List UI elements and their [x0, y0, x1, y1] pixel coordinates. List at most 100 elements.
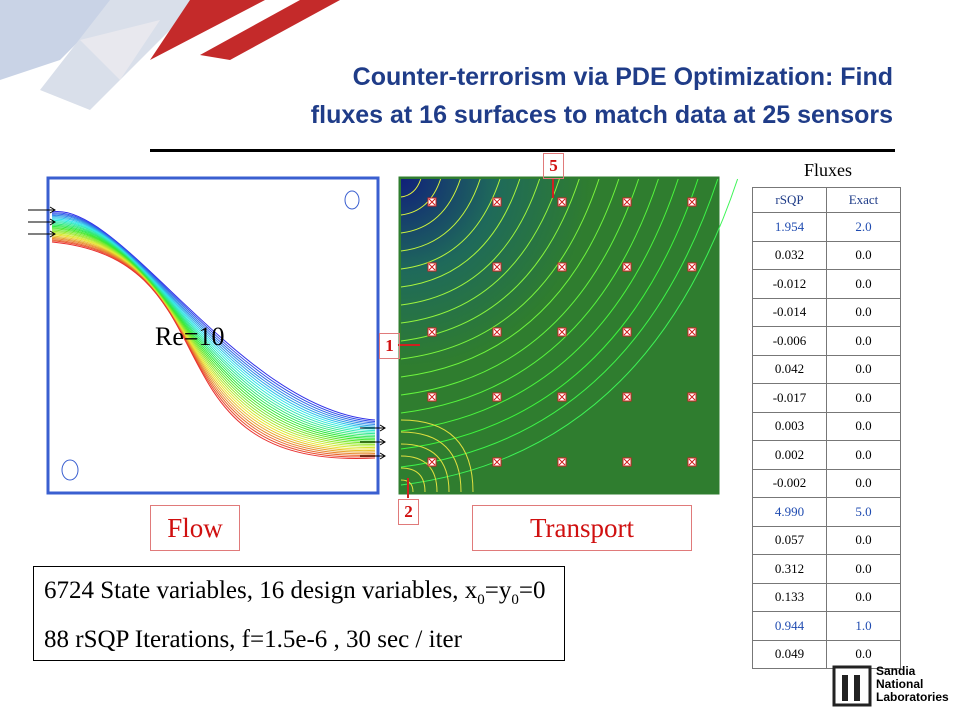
streamline: [51, 229, 376, 444]
flux-table: rSQP Exact 1.954 2.0 0.032 0.0 -0.012 0.0 -0.01…: [752, 187, 901, 669]
table-cell: 0.133: [752, 582, 827, 612]
outflow-arrow: [360, 424, 386, 432]
table-row: 0.944 1.0: [752, 611, 901, 641]
sensor-x: [428, 263, 436, 271]
contour: [400, 178, 461, 234]
contour: [400, 431, 462, 493]
streamline: [51, 221, 376, 433]
streamline: [51, 225, 376, 439]
table-cell: 0.944: [752, 611, 827, 641]
sensor-x: [428, 198, 436, 206]
surface-marker: 2: [398, 499, 419, 525]
inflow-arrow: [28, 206, 56, 214]
contour: [400, 178, 560, 324]
table-cell: 0.042: [752, 354, 827, 384]
contour: [400, 443, 450, 493]
table-title: Fluxes: [804, 160, 853, 180]
outflow-arrow: [360, 452, 386, 460]
table-row: 0.057 0.0: [752, 525, 901, 555]
streamline: [51, 241, 376, 459]
table-cell: 5.0: [826, 497, 901, 527]
streamline: [51, 228, 376, 442]
streamline: [51, 212, 376, 423]
table-cell: -0.017: [752, 383, 827, 413]
table-row: 0.042 0.0: [752, 354, 901, 384]
rule: [150, 149, 895, 152]
streamline: [51, 239, 376, 456]
streamline: [51, 224, 376, 438]
contour: [400, 178, 739, 486]
streamline: [51, 222, 376, 435]
subscript: 0: [511, 592, 519, 608]
table-cell: 0.0: [826, 468, 901, 498]
table-cell: -0.002: [752, 468, 827, 498]
sensor-x: [493, 198, 501, 206]
table-row: 0.003 0.0: [752, 411, 901, 441]
summary: 6724 State variables, 16 design variable…: [33, 566, 565, 661]
logo: Sandia National Laboratories: [832, 663, 950, 708]
banner: [0, 0, 340, 110]
streamline: [51, 240, 376, 458]
table-cell: 0.032: [752, 240, 827, 270]
contour: [400, 467, 426, 493]
streamline: [51, 235, 376, 451]
streamline: [51, 236, 376, 453]
streamline: [51, 231, 376, 447]
inflow-arrow: [28, 230, 56, 238]
sensor-x: [558, 198, 566, 206]
subscript: 0: [477, 592, 485, 608]
table-cell: 0.0: [826, 297, 901, 327]
table-row: 0.133 0.0: [752, 582, 901, 612]
sensor-x: [623, 328, 631, 336]
surface-marker: 1: [379, 333, 400, 359]
text: 6724 State variables, 16 design variable…: [44, 577, 478, 604]
table-cell: 0.0: [826, 269, 901, 299]
sensor-x: [558, 458, 566, 466]
flow-caption: Flow: [150, 505, 240, 551]
table-row: -0.002 0.0: [752, 468, 901, 498]
transport-plot: [398, 176, 739, 498]
sensor-x: [493, 263, 501, 271]
flow-plot: [28, 176, 386, 495]
table-row: 1.954 2.0: [752, 212, 901, 242]
sensor-x: [493, 393, 501, 401]
contour: [400, 178, 541, 306]
logo-text: Laboratories: [876, 690, 949, 704]
table-cell: 1.0: [826, 611, 901, 641]
sensor-x: [428, 328, 436, 336]
table-cell: 0.0: [826, 582, 901, 612]
sensor-x: [688, 328, 696, 336]
text: =y: [484, 577, 512, 604]
reynolds-label: Re=10: [155, 322, 225, 351]
table-cell: 0.0: [826, 383, 901, 413]
streamline: [51, 233, 376, 448]
table-cell: 4.990: [752, 497, 827, 527]
eddy: [61, 459, 79, 481]
sensor-x: [493, 328, 501, 336]
inflow-arrow: [28, 218, 56, 226]
contour: [400, 178, 521, 288]
contour: [400, 178, 442, 216]
streamline: [51, 215, 376, 426]
sensor-x: [623, 458, 631, 466]
table-cell: -0.006: [752, 326, 827, 356]
eddy: [344, 190, 360, 210]
table-cell: 0.0: [826, 554, 901, 584]
contour: [400, 479, 414, 493]
logo-text: National: [876, 677, 924, 691]
sensor-x: [493, 458, 501, 466]
sensor-x: [558, 263, 566, 271]
contour: [400, 178, 719, 468]
contour: [400, 178, 640, 396]
streamline: [51, 227, 376, 441]
sensor-x: [688, 458, 696, 466]
table-header: rSQP: [752, 187, 827, 213]
table-cell: 0.0: [826, 240, 901, 270]
table-cell: 0.0: [826, 525, 901, 555]
transport-caption: Transport: [472, 505, 692, 551]
title-line: fluxes at 16 surfaces to match data at 2…: [310, 101, 893, 129]
sensor-x: [558, 328, 566, 336]
summary-line: 6724 State variables, 16 design variable…: [44, 571, 564, 620]
title-line: Counter-terrorism via PDE Optimization: …: [352, 63, 893, 91]
